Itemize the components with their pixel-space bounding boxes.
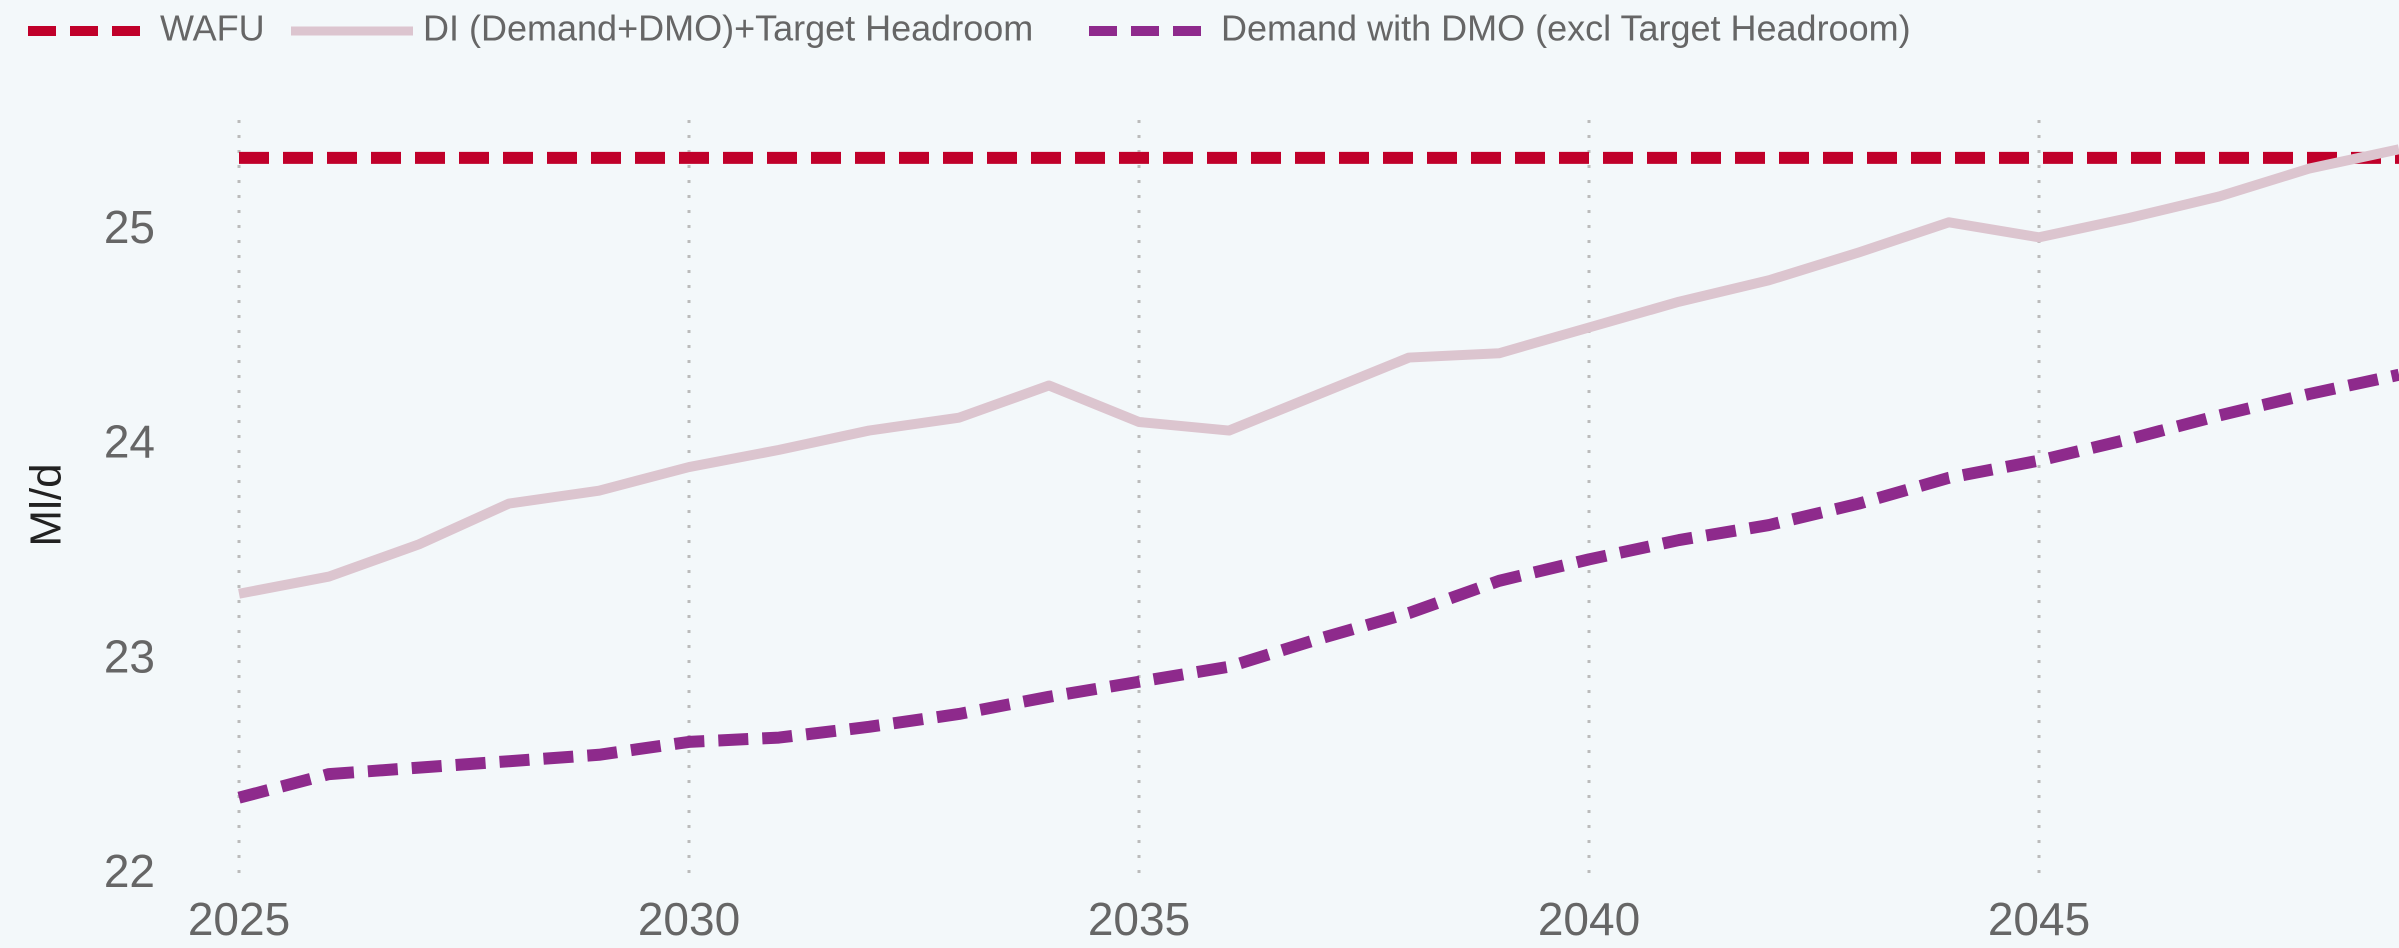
x-tick-label: 2045 — [1988, 893, 2090, 945]
legend-label: DI (Demand+DMO)+Target Headroom — [423, 8, 1033, 49]
y-axis-title: Ml/d — [22, 463, 71, 546]
series-line — [238, 144, 2399, 599]
y-tick-label: 22 — [104, 845, 155, 897]
x-tick-label: 2035 — [1088, 893, 1190, 945]
legend-label: WAFU — [160, 8, 265, 49]
series-line — [237, 368, 2399, 804]
y-tick-label: 23 — [104, 630, 155, 682]
x-tick-label: 2040 — [1538, 893, 1640, 945]
legend-label: Demand with DMO (excl Target Headroom) — [1221, 8, 1911, 49]
y-tick-label: 24 — [104, 416, 155, 468]
x-tick-label: 2025 — [188, 893, 290, 945]
y-tick-label: 25 — [104, 201, 155, 253]
x-tick-label: 2030 — [638, 893, 740, 945]
